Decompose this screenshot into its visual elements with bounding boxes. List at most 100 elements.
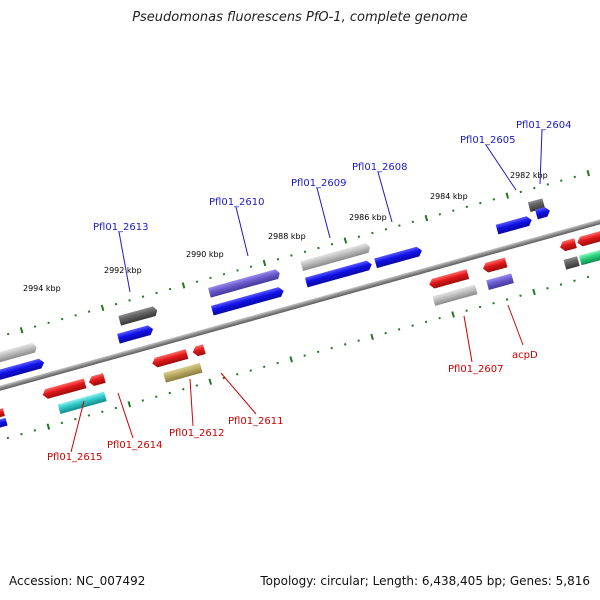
lower-inner-gene-row	[0, 230, 600, 419]
gene-label[interactable]: Pfl01_2615	[47, 452, 103, 463]
gene-block[interactable]	[57, 391, 107, 414]
gene-block[interactable]	[88, 373, 106, 387]
gene-block[interactable]	[191, 344, 206, 357]
gene-label[interactable]: Pfl01_2604	[516, 120, 572, 131]
gene-block[interactable]	[117, 324, 154, 344]
minor-scale-dot	[316, 350, 320, 354]
gene-label[interactable]: Pfl01_2614	[107, 440, 163, 451]
gene-block[interactable]	[559, 238, 577, 252]
gene-label[interactable]: Pfl01_2605	[460, 135, 516, 146]
minor-scale-dot	[397, 328, 401, 331]
gene-block[interactable]	[482, 257, 508, 274]
major-scale-tick	[586, 170, 591, 177]
scale-tick-label: 2984 kbp	[430, 192, 468, 201]
minor-scale-dot	[398, 224, 401, 227]
gene-block[interactable]	[208, 268, 281, 298]
minor-scale-dot	[559, 283, 563, 286]
leader-line	[463, 315, 473, 363]
gene-block[interactable]	[486, 273, 514, 290]
minor-scale-dot	[546, 183, 550, 186]
upper-outer-gene-row	[0, 198, 545, 365]
minor-scale-dot	[533, 186, 536, 190]
top-gene-labels: Pfl01_2613 Pfl01_2610 Pfl01_2609 Pfl01_2…	[93, 120, 572, 293]
minor-scale-dot	[195, 280, 199, 283]
gene-block[interactable]	[0, 358, 45, 381]
gene-label[interactable]: Pfl01_2613	[93, 222, 149, 233]
minor-scale-dot	[87, 310, 91, 313]
minor-scale-dot	[452, 209, 455, 212]
gene-block[interactable]	[0, 342, 38, 365]
gene-label[interactable]: Pfl01_2610	[209, 197, 265, 208]
gene-block[interactable]	[300, 242, 371, 271]
minor-scale-dot	[424, 320, 428, 324]
minor-scale-dot	[60, 317, 64, 321]
minor-scale-dot	[60, 421, 64, 425]
gene-label[interactable]: Pfl01_2612	[169, 428, 225, 439]
minor-scale-dot	[20, 432, 23, 436]
genome-summary-label: Topology: circular; Length: 6,438,405 bp…	[260, 574, 590, 588]
gene-block[interactable]	[578, 247, 600, 266]
minor-scale-dot	[357, 235, 361, 239]
upper-scale-line	[6, 170, 591, 336]
minor-scale-dot	[155, 291, 158, 295]
gene-block[interactable]	[535, 206, 551, 220]
minor-scale-dot	[128, 299, 131, 302]
lower-scale-line	[6, 275, 590, 440]
gene-block[interactable]	[563, 256, 580, 270]
gene-block[interactable]	[495, 215, 533, 235]
bottom-gene-labels: Pfl01_2615 Pfl01_2614 Pfl01_2612 Pfl01_2…	[47, 304, 538, 463]
gene-label[interactable]: Pfl01_2611	[228, 416, 284, 427]
minor-scale-dot	[114, 302, 118, 306]
minor-scale-dot	[411, 324, 414, 327]
minor-scale-dot	[33, 429, 37, 432]
upper-inner-gene-row	[0, 206, 551, 381]
gene-block[interactable]	[163, 362, 203, 383]
minor-scale-dot	[290, 254, 293, 257]
chromosome-backbone	[0, 206, 600, 404]
scale-tick-label: 2992 kbp	[104, 266, 142, 275]
gene-block[interactable]	[41, 378, 87, 399]
scale-tick-label: 2982 kbp	[510, 171, 548, 180]
leader-line	[507, 304, 524, 346]
gene-label[interactable]: Pfl01_2609	[291, 178, 347, 189]
gene-block[interactable]	[0, 408, 5, 419]
minor-scale-dot	[303, 354, 306, 357]
scale-tick-label: 2990 kbp	[186, 250, 224, 259]
minor-scale-dot	[209, 276, 212, 280]
gene-block[interactable]	[304, 260, 373, 288]
minor-scale-dot	[573, 175, 576, 179]
minor-scale-dot	[492, 198, 496, 201]
minor-scale-dot	[438, 316, 441, 320]
minor-scale-dot	[411, 220, 415, 224]
gene-block[interactable]	[374, 246, 423, 269]
gene-block[interactable]	[118, 306, 158, 326]
gene-label[interactable]: acpD	[512, 350, 538, 361]
minor-scale-dot	[573, 279, 576, 282]
leader-line	[539, 129, 543, 185]
gene-block[interactable]	[210, 286, 285, 316]
gene-block[interactable]	[428, 269, 470, 289]
minor-scale-dot	[560, 179, 563, 182]
minor-scale-dot	[47, 321, 50, 325]
minor-scale-dot	[141, 399, 145, 402]
gene-label[interactable]: Pfl01_2608	[352, 162, 408, 173]
minor-scale-dot	[262, 365, 266, 369]
minor-scale-dot	[168, 287, 172, 291]
minor-scale-dot	[236, 269, 239, 272]
minor-scale-dot	[155, 395, 158, 398]
major-scale-tick	[451, 311, 455, 318]
minor-scale-dot	[276, 361, 279, 365]
minor-scale-dot	[519, 190, 523, 194]
minor-scale-dot	[195, 384, 198, 387]
gene-block[interactable]	[0, 417, 8, 429]
minor-scale-dot	[492, 301, 495, 305]
gene-block[interactable]	[151, 349, 189, 368]
major-scale-tick	[19, 327, 24, 334]
gene-block[interactable]	[576, 230, 600, 248]
leader-line	[235, 206, 249, 257]
scale-tick-label: 2986 kbp	[349, 213, 387, 222]
gene-label[interactable]: Pfl01_2607	[448, 364, 504, 375]
leader-line	[70, 400, 85, 453]
gene-block[interactable]	[432, 284, 478, 306]
